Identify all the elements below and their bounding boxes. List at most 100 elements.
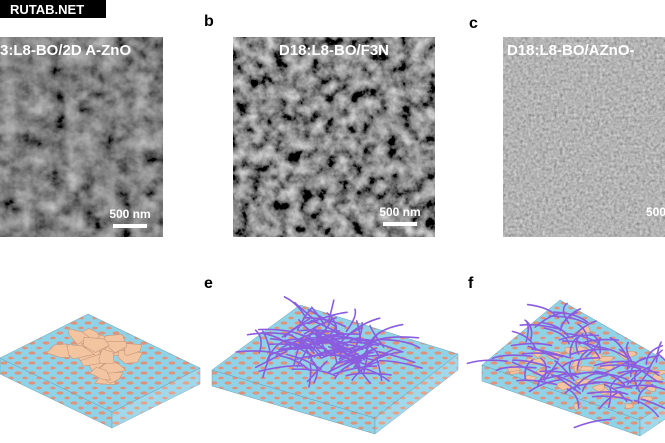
fiber	[278, 336, 318, 351]
scale-bar-label: 500	[646, 205, 665, 219]
fiber	[296, 307, 312, 331]
flake	[68, 328, 90, 345]
flake	[124, 343, 143, 356]
schematics	[0, 296, 665, 437]
fiber	[292, 342, 301, 367]
fiber	[296, 344, 310, 368]
fiber	[633, 364, 659, 383]
fiber	[540, 321, 570, 338]
fiber	[511, 359, 551, 369]
panel-title: 3:L8-BO/2D A-ZnO	[0, 42, 131, 59]
flake	[624, 403, 634, 410]
scale-bar	[113, 224, 147, 228]
fiber	[573, 372, 598, 391]
fiber	[569, 337, 578, 359]
fiber	[618, 369, 660, 374]
fiber	[589, 332, 602, 354]
fiber	[283, 296, 307, 318]
fiber	[338, 343, 375, 360]
panel-label: b	[204, 13, 214, 30]
fiber	[329, 340, 338, 365]
fiber	[495, 366, 537, 372]
fiber	[362, 339, 403, 353]
fiber	[310, 359, 318, 384]
fiber	[298, 318, 323, 340]
fiber	[556, 375, 581, 394]
fiber	[298, 329, 345, 335]
fiber	[655, 341, 662, 363]
panel-title: D18:L8-BO/F3N	[279, 42, 389, 59]
watermark: RUTAB.NET	[10, 2, 84, 17]
fiber	[351, 360, 380, 381]
fiber	[345, 338, 380, 356]
fiber	[537, 372, 577, 382]
flake	[578, 365, 595, 372]
fiber	[625, 341, 634, 364]
fiber	[573, 418, 612, 429]
fiber	[254, 350, 288, 369]
fiber	[607, 386, 612, 409]
fiber	[568, 359, 575, 382]
fiber	[633, 370, 641, 393]
fiber	[350, 338, 380, 358]
panel-label: c	[469, 15, 478, 32]
fiber	[586, 390, 629, 396]
fiber	[364, 331, 381, 355]
flake	[83, 336, 110, 353]
fiber	[528, 378, 563, 393]
fiber	[585, 337, 601, 358]
scale-bar-label: 500 nm	[109, 207, 150, 221]
fiber	[362, 349, 369, 374]
fiber	[640, 398, 665, 410]
scale-bar	[383, 222, 417, 226]
fiber	[554, 360, 574, 380]
flake	[625, 350, 638, 358]
fiber	[524, 319, 533, 341]
fiber	[294, 337, 322, 359]
fiber	[303, 316, 347, 328]
fiber	[374, 350, 416, 364]
sem-image	[0, 37, 163, 237]
fiber	[645, 344, 663, 365]
fiber	[308, 363, 312, 388]
fiber	[336, 327, 363, 348]
fiber	[287, 333, 315, 354]
panel-label: f	[468, 275, 474, 292]
flake	[597, 355, 615, 363]
fiber	[370, 323, 404, 342]
fiber	[254, 329, 262, 354]
panel-title: D18:L8-BO/AZnO-	[507, 42, 635, 59]
fiber	[375, 357, 383, 382]
fiber	[615, 384, 657, 389]
fiber	[258, 364, 304, 373]
fiber	[561, 340, 601, 349]
fiber	[566, 388, 580, 409]
fiber	[344, 351, 360, 375]
fiber	[539, 370, 579, 379]
fiber	[328, 346, 362, 364]
fiber	[562, 302, 570, 325]
micrograph: 3:L8-BO/2D A-ZnO 500 nm	[0, 37, 163, 237]
micrograph: D18:L8-BO/AZnO- 500	[503, 37, 665, 237]
fiber	[314, 329, 340, 351]
fiber	[521, 352, 564, 358]
flake	[573, 402, 583, 411]
fiber	[510, 342, 553, 347]
fiber	[625, 362, 660, 377]
fiber	[258, 328, 304, 337]
fiber	[286, 353, 322, 371]
fiber	[524, 359, 534, 381]
fiber	[561, 356, 599, 368]
fiber	[306, 360, 328, 383]
fiber	[618, 348, 630, 371]
fiber	[560, 308, 582, 328]
fiber	[621, 379, 664, 384]
fiber	[576, 349, 589, 371]
fiber	[531, 348, 570, 359]
fiber	[491, 354, 533, 360]
fiber	[260, 332, 294, 350]
fiber	[315, 329, 327, 353]
fiber	[281, 318, 311, 338]
fiber	[329, 353, 359, 373]
